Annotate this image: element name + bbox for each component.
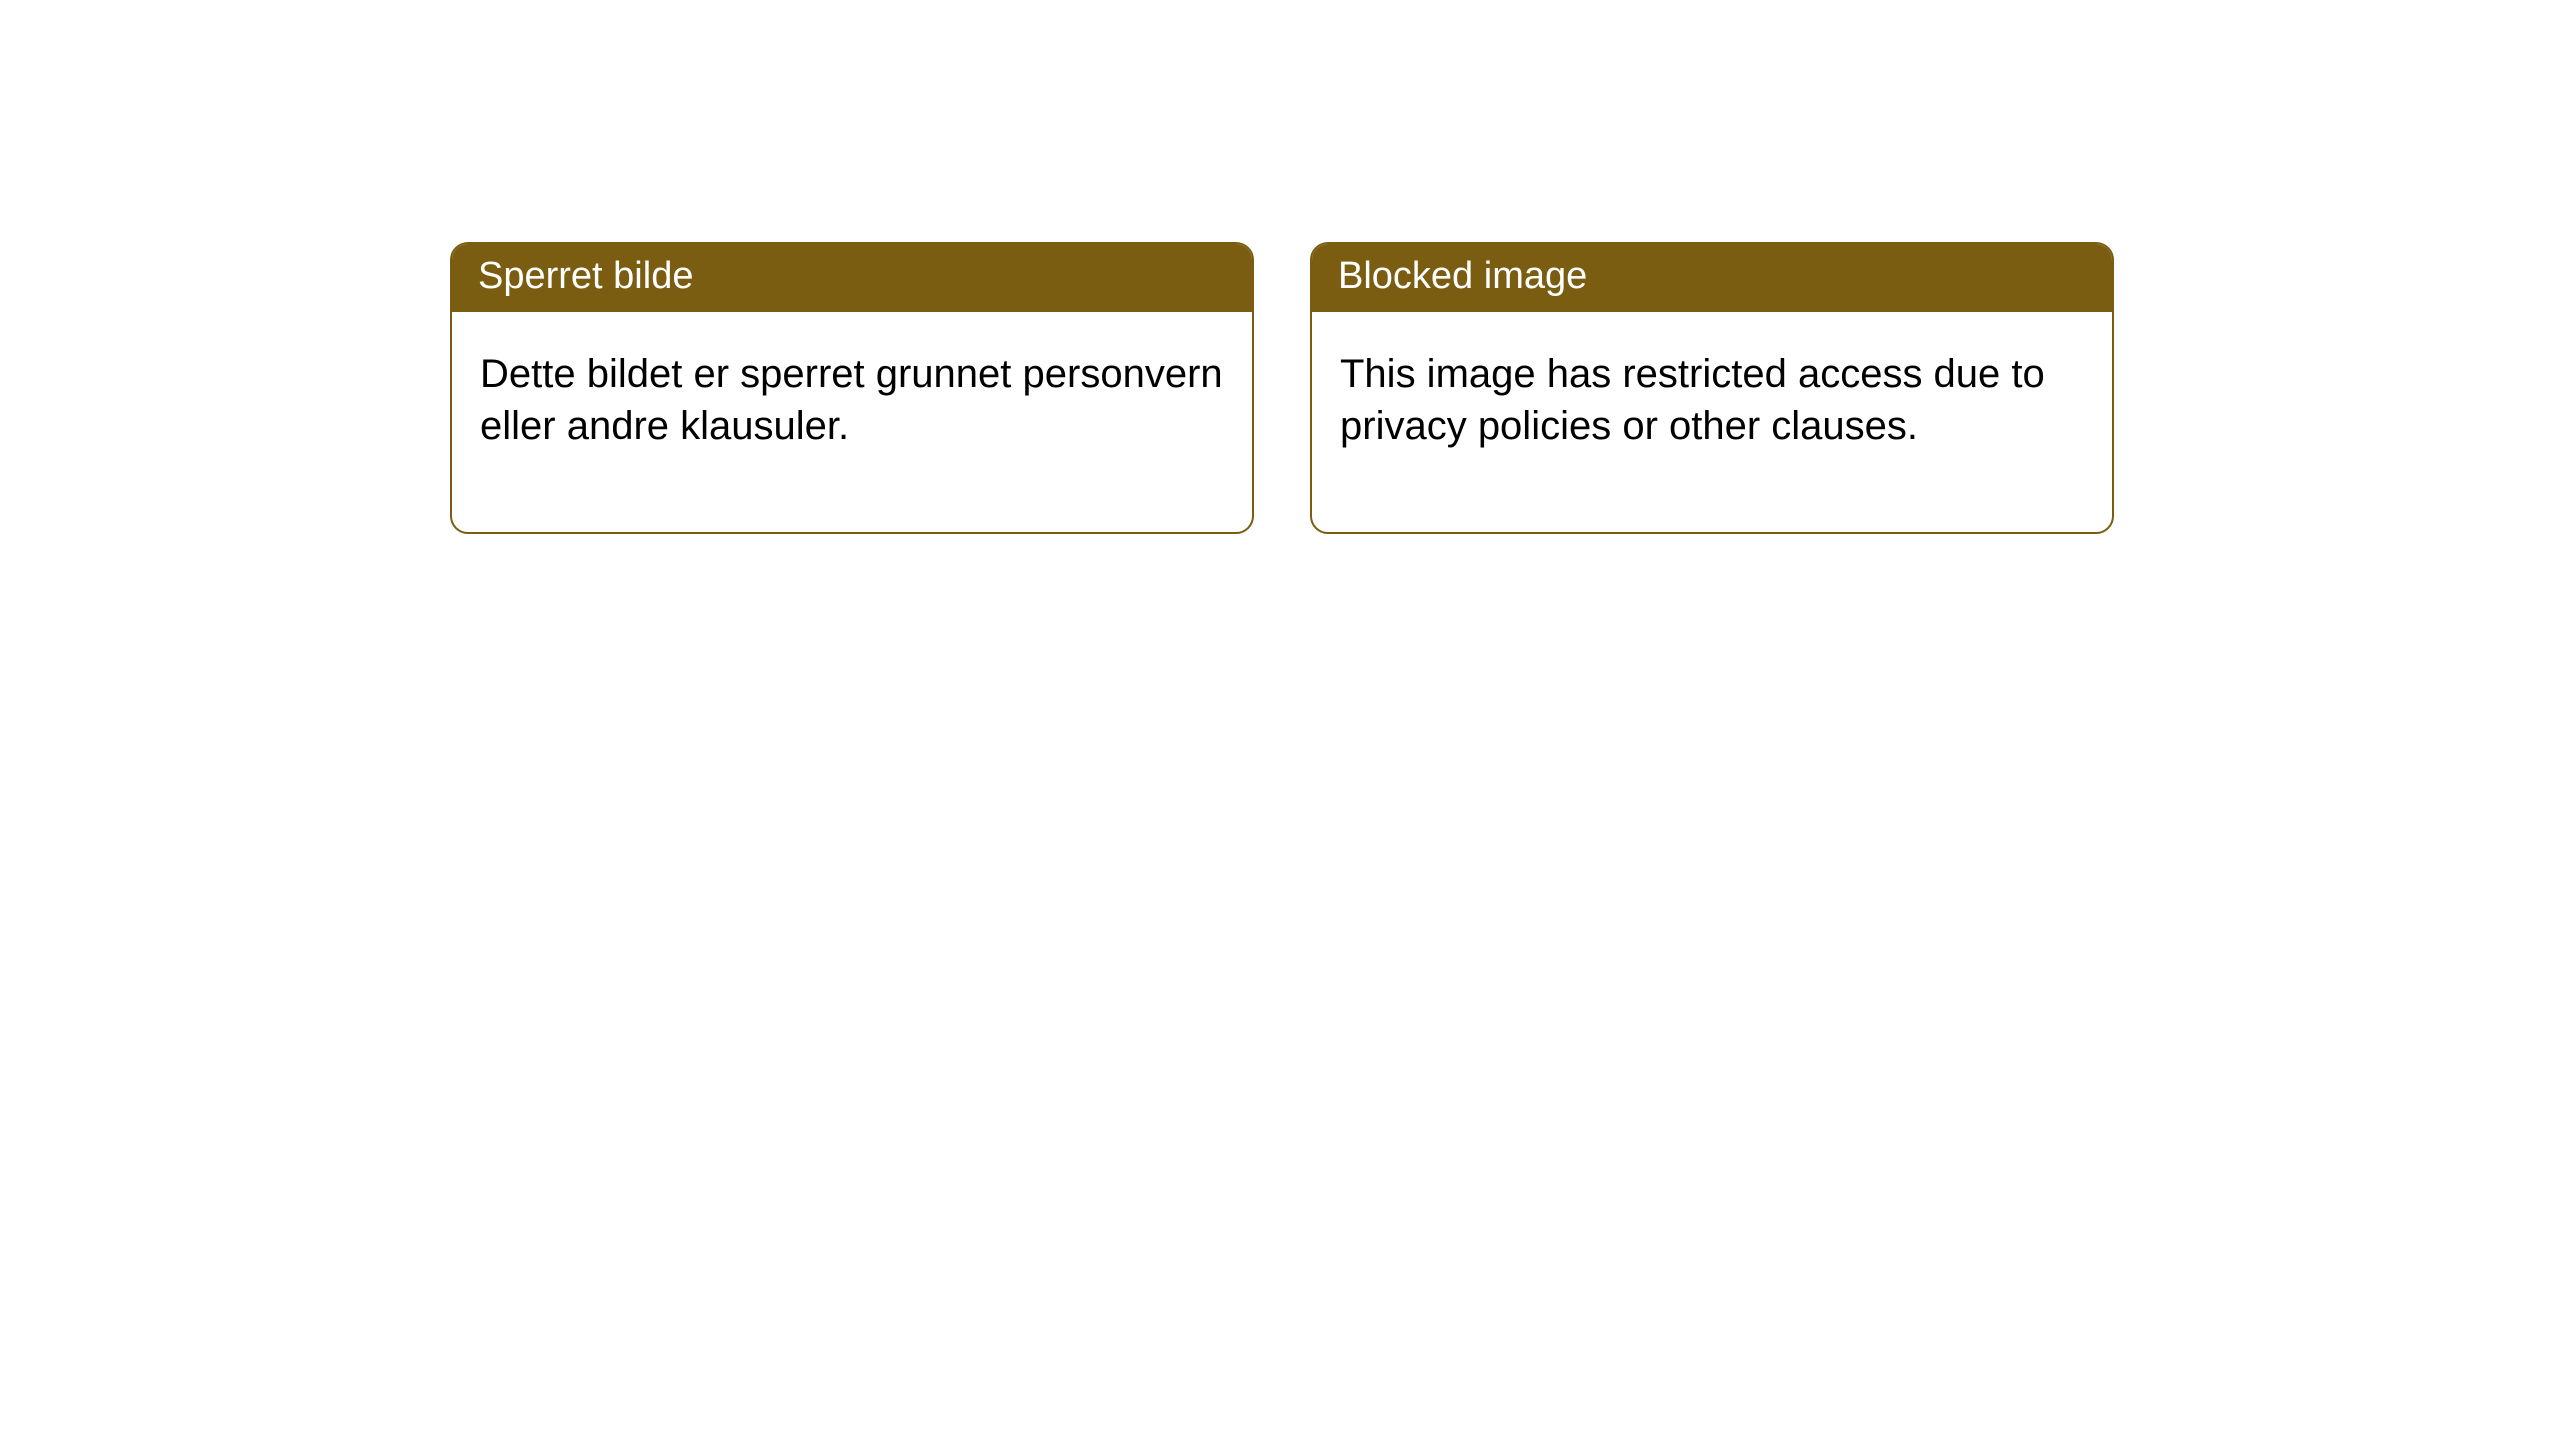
notice-card-english: Blocked image This image has restricted …	[1310, 242, 2114, 534]
notice-title-english: Blocked image	[1312, 244, 2112, 312]
notice-body-norwegian: Dette bildet er sperret grunnet personve…	[452, 312, 1252, 532]
notice-card-norwegian: Sperret bilde Dette bildet er sperret gr…	[450, 242, 1254, 534]
notice-title-norwegian: Sperret bilde	[452, 244, 1252, 312]
notice-body-english: This image has restricted access due to …	[1312, 312, 2112, 532]
notice-container: Sperret bilde Dette bildet er sperret gr…	[0, 0, 2560, 534]
